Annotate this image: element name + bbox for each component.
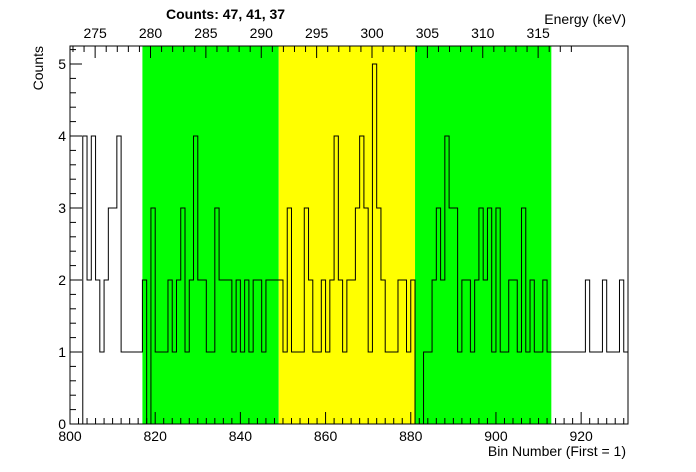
- energy-tick-label: 275: [83, 25, 107, 41]
- energy-axis-label: Energy (keV): [544, 11, 626, 27]
- energy-tick-label: 285: [194, 25, 218, 41]
- energy-tick-label: 305: [416, 25, 440, 41]
- y-tick-label: 0: [58, 416, 66, 432]
- regions-layer: [142, 46, 552, 424]
- x-axis-label: Bin Number (First = 1): [488, 443, 626, 459]
- y-tick-label: 5: [58, 56, 66, 72]
- histogram-layer: [70, 63, 628, 425]
- x-tick-label: 820: [144, 428, 168, 444]
- labels-layer: Counts: 47, 41, 37 Energy (keV) Bin Numb…: [30, 6, 626, 459]
- axes-layer: 800 820 840 860 880 900 920 0 1 2 3 4 5 275 280 285 290 2…: [58, 25, 629, 444]
- x-tick-label: 900: [484, 428, 508, 444]
- chart-title: Counts: 47, 41, 37: [166, 6, 285, 22]
- x-tick-label: 840: [229, 428, 253, 444]
- y-tick-label: 4: [58, 128, 66, 144]
- energy-tick-label: 315: [526, 25, 550, 41]
- energy-tick-label: 300: [360, 25, 384, 41]
- energy-tick-label: 295: [305, 25, 329, 41]
- x-tick-label: 860: [314, 428, 338, 444]
- histogram-line: [70, 63, 628, 425]
- region-left-sideband: [142, 46, 279, 424]
- energy-tick-label: 290: [250, 25, 274, 41]
- region-peak: [278, 46, 416, 424]
- y-tick-label: 2: [58, 272, 66, 288]
- y-tick-label: 1: [58, 344, 66, 360]
- x-tick-label: 800: [58, 428, 82, 444]
- x-tick-label: 920: [569, 428, 593, 444]
- energy-tick-label: 310: [471, 25, 495, 41]
- x-tick-label: 880: [399, 428, 423, 444]
- energy-tick-label: 280: [139, 25, 163, 41]
- y-axis-label: Counts: [30, 46, 46, 90]
- y-tick-label: 3: [58, 200, 66, 216]
